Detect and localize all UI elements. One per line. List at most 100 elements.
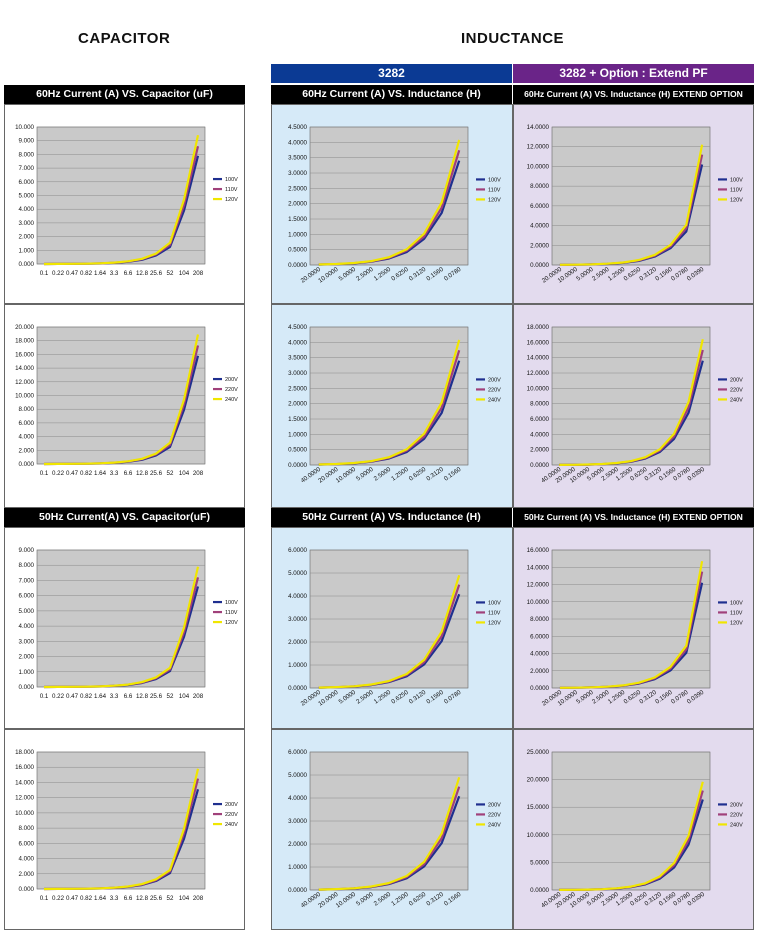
y-tick-label: 8.0000: [530, 183, 549, 190]
y-tick-label: 16.000: [15, 764, 34, 771]
y-tick-label: 2.0000: [530, 668, 549, 675]
chart-ext-50hz-low: 0.0000 2.0000 4.0000 6.0000 8.0000 10.0000 12.…: [513, 527, 754, 729]
legend-label: 100V: [225, 177, 238, 183]
y-tick-label: 5.000: [19, 608, 35, 615]
legend-label: 110V: [488, 187, 501, 193]
legend-label: 120V: [225, 197, 238, 203]
x-tick-label: 0.1560: [425, 689, 445, 706]
y-tick-label: 20.000: [15, 324, 34, 331]
y-tick-label: 7.000: [19, 165, 35, 172]
y-tick-label: 2.0000: [288, 401, 307, 408]
x-tick-label: 0.47: [66, 895, 79, 902]
x-tick-label: 0.3120: [425, 466, 445, 483]
x-tick-label: 3.3: [110, 693, 119, 700]
y-tick-label: 10.000: [15, 393, 34, 400]
y-tick-label: 3.0000: [288, 616, 307, 623]
y-tick-label: 12.000: [15, 795, 34, 802]
x-tick-label: 104: [179, 470, 190, 477]
x-tick-label: 2.5000: [355, 266, 375, 283]
y-tick-label: 8.000: [19, 562, 35, 569]
y-tick-label: 4.5000: [288, 124, 307, 131]
y-tick-label: 1.0000: [288, 231, 307, 238]
plot-area: [309, 326, 469, 466]
y-tick-label: 4.000: [19, 434, 35, 441]
header-cap-60hz: 60Hz Current (A) VS. Capacitor (uF): [4, 85, 245, 104]
chart-svg: 0.0000 2.0000 4.0000 6.0000 8.0000 10.0000 12.…: [527, 124, 744, 284]
chart-cap-50hz-low: 0.000 1.000 2.000 3.000 4.000 5.000 6.000 7.000…: [4, 527, 245, 729]
y-tick-label: 15.0000: [527, 804, 550, 811]
y-tick-label: 0.000: [19, 261, 35, 268]
y-tick-label: 8.000: [19, 151, 35, 158]
y-tick-label: 14.000: [15, 779, 34, 786]
header-ind-50hz: 50Hz Current (A) VS. Inductance (H): [271, 508, 512, 527]
x-tick-label: 2.5000: [373, 891, 393, 908]
y-tick-label: 12.000: [15, 379, 34, 386]
y-tick-label: 6.0000: [530, 416, 549, 423]
x-tick-label: 208: [193, 693, 204, 700]
y-tick-label: 3.0000: [288, 818, 307, 825]
y-tick-label: 0.0000: [530, 462, 549, 469]
y-tick-label: 4.000: [19, 623, 35, 630]
x-tick-label: 0.3120: [408, 689, 428, 706]
chart-ext-60hz-low: 0.0000 2.0000 4.0000 6.0000 8.0000 10.0000 12.…: [513, 104, 754, 304]
x-tick-label: 0.0390: [686, 266, 706, 283]
x-tick-label: 6.6: [124, 470, 133, 477]
x-tick-label: 0.82: [80, 470, 93, 477]
x-tick-label: 0.47: [66, 693, 79, 700]
chart-svg: 0.000 1.000 2.000 3.000 4.000 5.000 6.000 7.000…: [15, 124, 238, 277]
series-line-240V: [318, 339, 461, 466]
y-tick-label: 14.0000: [527, 124, 550, 131]
y-tick-label: 14.0000: [527, 355, 550, 362]
y-tick-label: 12.0000: [527, 144, 550, 151]
legend-label: 200V: [225, 802, 238, 808]
x-tick-label: 0.0390: [686, 689, 706, 706]
y-tick-label: 5.000: [19, 193, 35, 200]
y-tick-label: 6.0000: [530, 633, 549, 640]
y-tick-label: 3.5000: [288, 355, 307, 362]
y-tick-label: 3.000: [19, 220, 35, 227]
legend-label: 100V: [225, 600, 238, 606]
y-tick-label: 0.0000: [530, 685, 549, 692]
x-tick-label: 1.2500: [390, 891, 410, 908]
header-ext-60hz: 60Hz Current (A) VS. Inductance (H) EXTE…: [513, 85, 754, 104]
plot-area: [309, 126, 469, 266]
y-tick-label: 1.000: [19, 669, 35, 676]
y-tick-label: 8.000: [19, 406, 35, 413]
x-tick-label: 1.64: [94, 895, 107, 902]
y-tick-label: 2.000: [19, 871, 35, 878]
x-tick-label: 104: [179, 895, 190, 902]
y-tick-label: 3.0000: [288, 370, 307, 377]
y-tick-label: 0.0000: [288, 887, 307, 894]
x-tick-label: 0.1: [40, 693, 49, 700]
y-tick-label: 0.0000: [530, 887, 549, 894]
legend-label: 200V: [488, 377, 501, 383]
chart-cap-60hz-low: 0.000 1.000 2.000 3.000 4.000 5.000 6.000 7.000…: [4, 104, 245, 304]
plot-area: [36, 751, 206, 890]
y-tick-label: 0.5000: [288, 447, 307, 454]
y-tick-label: 18.0000: [527, 324, 550, 331]
series-line-120V: [43, 566, 200, 689]
header-ext-50hz: 50Hz Current (A) VS. Inductance (H) EXTE…: [513, 508, 754, 527]
x-tick-label: 0.1560: [425, 266, 445, 283]
x-tick-label: 0.6250: [408, 891, 428, 908]
y-tick-label: 1.0000: [288, 431, 307, 438]
y-tick-label: 0.5000: [288, 247, 307, 254]
legend-label: 100V: [488, 600, 501, 606]
y-tick-label: 10.0000: [527, 163, 550, 170]
x-tick-label: 3.3: [110, 895, 119, 902]
chart-svg: 0.0000 1.0000 2.0000 3.0000 4.0000 5.0000 6.00…: [288, 749, 501, 909]
legend-label: 200V: [488, 802, 501, 808]
x-tick-label: 10.0000: [317, 689, 340, 708]
header-ind-60hz: 60Hz Current (A) VS. Inductance (H): [271, 85, 512, 104]
x-tick-label: 0.6250: [390, 689, 410, 706]
y-tick-label: 0.000: [19, 461, 35, 468]
y-tick-label: 7.000: [19, 577, 35, 584]
x-tick-label: 1.64: [94, 470, 107, 477]
y-tick-label: 12.0000: [527, 582, 550, 589]
x-tick-label: 3.3: [110, 470, 119, 477]
y-tick-label: 2.0000: [288, 841, 307, 848]
x-tick-label: 5.0000: [355, 466, 375, 483]
y-tick-label: 2.0000: [530, 447, 549, 454]
x-tick-label: 5.0000: [338, 266, 358, 283]
y-tick-label: 6.0000: [288, 749, 307, 756]
